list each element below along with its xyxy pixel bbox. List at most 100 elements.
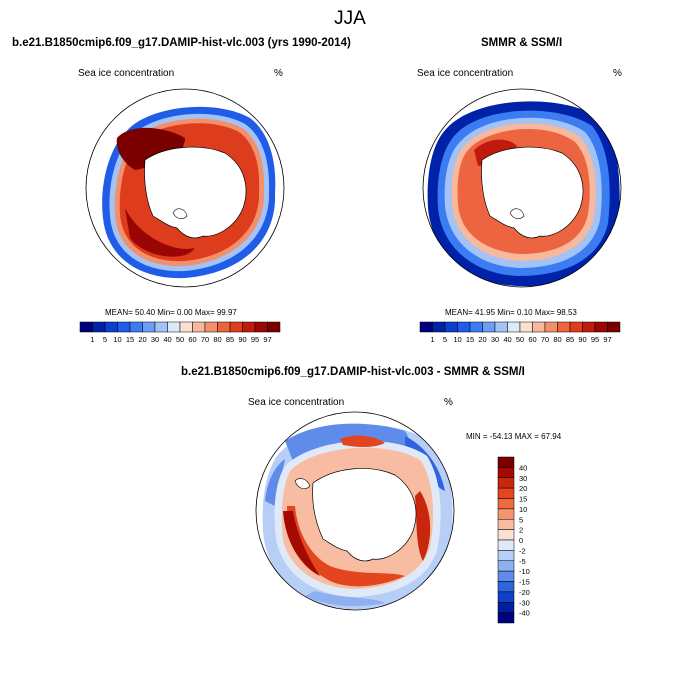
- panel-3-colorbar-swatch: [497, 560, 515, 572]
- panel-1-colorbar-label: 60: [188, 335, 196, 344]
- panel-2-colorbar-label: 95: [591, 335, 599, 344]
- panel-2-colorbar-label: 50: [516, 335, 524, 344]
- panel-1-colorbar-swatch: [204, 321, 218, 333]
- panel-2-colorbar-swatch: [482, 321, 496, 333]
- panel-1-colorbar-swatch: [92, 321, 106, 333]
- panel-1-colorbar-label: 20: [138, 335, 146, 344]
- panel-3-colorbar-label: -15: [519, 578, 530, 587]
- panel-2-colorbar-swatch: [519, 321, 533, 333]
- panel-2-colorbar-swatch: [432, 321, 446, 333]
- panel-1-variable-label: Sea ice concentration: [78, 68, 175, 79]
- panel-2-colorbar-swatch: [469, 321, 483, 333]
- panel-1-colorbar: 1 5 10 15 20 30 40 50 60 70 80 85 90 95 97: [79, 321, 281, 344]
- panel-3-colorbar-swatch: [497, 456, 515, 468]
- panel-1-colorbar-swatch: [117, 321, 131, 333]
- panel-3-colorbar-swatch: [497, 550, 515, 561]
- panel-1-colorbar-swatch: [104, 321, 118, 333]
- panel-3-colorbar-label: 5: [519, 515, 523, 524]
- panel-1-colorbar-label: 40: [163, 335, 171, 344]
- panel-2-colorbar-swatch: [444, 321, 458, 333]
- panel-2-polar-map: [422, 88, 622, 288]
- panel-2-colorbar-label: 15: [466, 335, 474, 344]
- panel-3-colorbar-swatch: [497, 487, 515, 499]
- panel-1-colorbar-swatch: [267, 321, 281, 333]
- panel-1-colorbar-label: 15: [126, 335, 134, 344]
- panel-2-colorbar-swatch: [532, 321, 546, 333]
- panel-2-colorbar-swatch: [594, 321, 608, 333]
- page-title: JJA: [334, 8, 366, 29]
- panel-2-colorbar-label: 5: [443, 335, 447, 344]
- panel-1-colorbar-label: 97: [263, 335, 271, 344]
- panel-1-colorbar-label: 80: [213, 335, 221, 344]
- panel-2-variable-label: Sea ice concentration: [417, 68, 514, 79]
- panel-2-colorbar-swatch: [544, 321, 558, 333]
- panel-2-colorbar-label: 60: [528, 335, 536, 344]
- panel-1-colorbar-swatch: [129, 321, 143, 333]
- panel-3-colorbar-label: 2: [519, 526, 523, 535]
- panel-1-units-label: %: [274, 68, 283, 79]
- panel-2-colorbar-label: 10: [453, 335, 461, 344]
- panel-2-colorbar: 1 5 10 15 20 30 40 50 60 70 80 85 90 95 97: [419, 321, 621, 344]
- panel-1-colorbar-swatch: [167, 321, 181, 333]
- panel-2-colorbar-swatch: [419, 321, 433, 333]
- panel-3-colorbar-swatch: [497, 570, 515, 582]
- panel-1-colorbar-swatch: [192, 321, 206, 333]
- panel-3-colorbar-label: -40: [519, 609, 530, 618]
- panel-1-colorbar-swatch: [154, 321, 168, 333]
- panel-2-colorbar-swatch: [582, 321, 596, 333]
- panel-3-colorbar-label: 10: [519, 505, 527, 514]
- panel-2-colorbar-label: 80: [553, 335, 561, 344]
- panel-3-colorbar-swatch: [497, 519, 515, 530]
- panel-2-colorbar-swatch: [494, 321, 508, 333]
- panel-2-colorbar-swatch: [569, 321, 583, 333]
- panel-1-polar-map: [85, 88, 285, 288]
- panel-1-colorbar-label: 10: [113, 335, 121, 344]
- panel-2-colorbar-swatch: [457, 321, 471, 333]
- panel-3-colorbar-swatch: [497, 539, 515, 551]
- panel-2-colorbar-label: 40: [503, 335, 511, 344]
- panel-3-colorbar-label: 30: [519, 474, 527, 483]
- panel-2-units-label: %: [613, 68, 622, 79]
- panel-3-colorbar-swatch: [497, 529, 515, 541]
- panel-3-colorbar-swatch: [497, 591, 515, 603]
- panel-2-stats: MEAN= 41.95 Min= 0.10 Max= 98.53: [445, 308, 577, 317]
- panel-2-title: SMMR & SSM/I: [481, 37, 563, 49]
- panel-1-colorbar-swatch: [217, 321, 231, 333]
- panel-3-colorbar-label: -5: [519, 557, 526, 566]
- panel-3-variable-label: Sea ice concentration: [248, 397, 345, 408]
- panel-3-colorbar-swatch: [497, 602, 515, 613]
- panel-3-stats: MIN = -54.13 MAX = 67.94: [466, 432, 562, 441]
- panel-1-colorbar-label: 90: [238, 335, 246, 344]
- panel-3-title: b.e21.B1850cmip6.f09_g17.DAMIP-hist-vlc.…: [181, 366, 525, 378]
- panel-3-colorbar-swatch: [497, 467, 515, 478]
- panel-1-colorbar-label: 1: [90, 335, 94, 344]
- panel-3-colorbar-label: 20: [519, 484, 527, 493]
- panel-1-colorbar-label: 95: [251, 335, 259, 344]
- panel-2-colorbar-swatch: [507, 321, 521, 333]
- panel-2-colorbar-swatch: [557, 321, 571, 333]
- panel-3-colorbar-swatch: [497, 612, 515, 624]
- panel-1-colorbar-label: 50: [176, 335, 184, 344]
- panel-3-units-label: %: [444, 397, 453, 408]
- panel-3-colorbar-label: -20: [519, 588, 530, 597]
- panel-3-colorbar-label: 15: [519, 495, 527, 504]
- panel-2-colorbar-label: 90: [578, 335, 586, 344]
- panel-3-colorbar-swatch: [497, 477, 515, 489]
- panel-2-colorbar-label: 1: [430, 335, 434, 344]
- panel-2-colorbar-label: 97: [603, 335, 611, 344]
- panel-2-colorbar-label: 85: [566, 335, 574, 344]
- panel-3-colorbar-label: -30: [519, 598, 530, 607]
- panel-2-colorbar-label: 70: [541, 335, 549, 344]
- panel-2-colorbar-label: 30: [491, 335, 499, 344]
- panel-3-colorbar-swatch: [497, 498, 515, 510]
- panel-2-colorbar-swatch: [607, 321, 621, 333]
- panel-1-stats: MEAN= 50.40 Min= 0.00 Max= 99.97: [105, 308, 237, 317]
- panel-1-colorbar-label: 5: [103, 335, 107, 344]
- panel-3-colorbar-swatch: [497, 508, 515, 520]
- panel-1-title: b.e21.B1850cmip6.f09_g17.DAMIP-hist-vlc.…: [12, 37, 351, 49]
- panel-1-colorbar-swatch: [142, 321, 156, 333]
- panel-1-colorbar-label: 85: [226, 335, 234, 344]
- panel-3-colorbar-label: 0: [519, 536, 523, 545]
- panel-3-colorbar-label: -2: [519, 546, 526, 555]
